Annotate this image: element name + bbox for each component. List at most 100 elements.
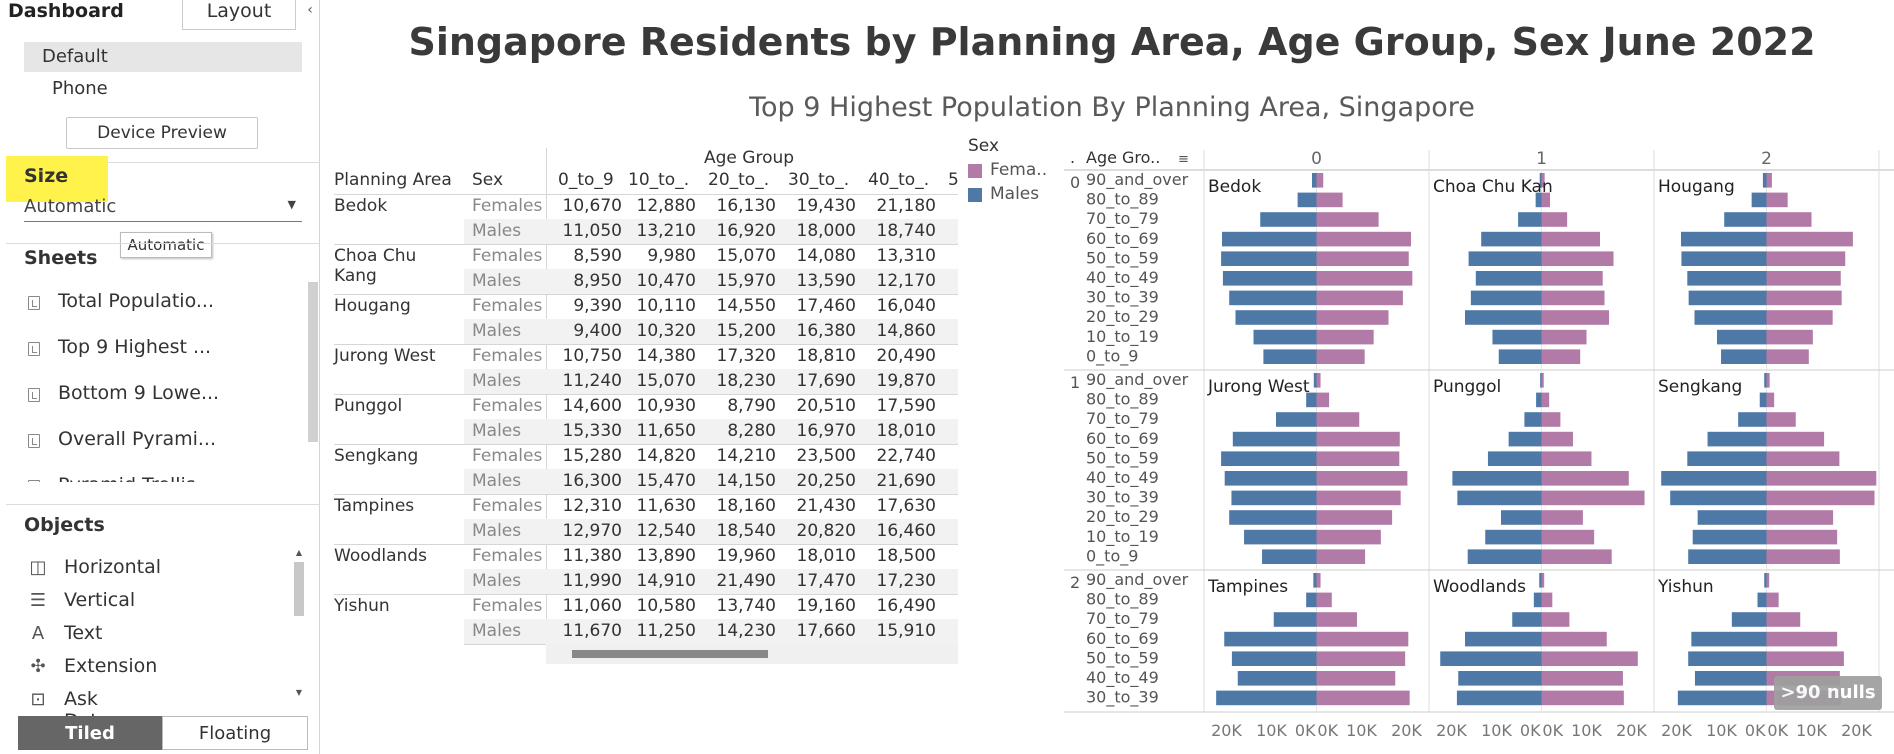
- male-bar: [1751, 192, 1767, 208]
- female-bar: [1541, 529, 1595, 545]
- female-bar: [1541, 271, 1603, 286]
- female-bar: [1766, 349, 1809, 364]
- sheets-scrollbar[interactable]: [308, 282, 318, 442]
- scroll-down-icon[interactable]: ▼: [295, 688, 303, 697]
- sex-label: Males: [472, 321, 522, 341]
- male-bar: [1237, 671, 1317, 686]
- female-bar: [1766, 631, 1838, 647]
- age-category-label: 30_to_39: [1086, 288, 1159, 308]
- male-bar: [1312, 173, 1317, 188]
- age-category-label: 40_to_49: [1086, 268, 1159, 288]
- objects-scrollbar[interactable]: ▲ ▼: [294, 548, 304, 698]
- female-bar: [1541, 173, 1545, 188]
- row-band: [464, 269, 958, 294]
- female-bar: [1766, 251, 1846, 266]
- row-band: [464, 369, 958, 394]
- female-bar: [1766, 529, 1838, 545]
- tiled-toggle[interactable]: Tiled: [18, 716, 162, 750]
- male-bar: [1475, 271, 1542, 286]
- female-bar: [1316, 490, 1401, 506]
- row-index-label: 1: [1070, 373, 1080, 392]
- worksheet-icon: [28, 296, 40, 310]
- x-tick-label: 20K: [1661, 721, 1692, 740]
- sex-label: Males: [472, 571, 522, 591]
- male-bar: [1681, 231, 1767, 247]
- cell-value: 20,490: [876, 346, 936, 366]
- male-bar: [1465, 310, 1542, 325]
- scrollbar-thumb[interactable]: [294, 562, 304, 616]
- cell-value: 10,750: [562, 346, 622, 366]
- female-bar: [1316, 212, 1379, 227]
- male-bar: [1222, 231, 1317, 247]
- cell-value: 8,280: [727, 421, 776, 441]
- legend-item-males[interactable]: Males: [968, 184, 1064, 208]
- male-bar: [1457, 490, 1542, 506]
- sex-label: Males: [472, 271, 522, 291]
- device-default[interactable]: Default: [24, 42, 302, 72]
- male-bar: [1731, 612, 1767, 627]
- male-bar: [1235, 310, 1317, 325]
- age-category-label: 30_to_39: [1086, 488, 1159, 508]
- scroll-up-icon[interactable]: ▲: [295, 548, 303, 557]
- horizontal-icon: ◫: [29, 557, 47, 578]
- female-bar: [1541, 251, 1614, 266]
- male-bar: [1262, 549, 1317, 564]
- age-category-label: 50_to_59: [1086, 248, 1159, 268]
- age-category-label: 40_to_49: [1086, 468, 1159, 488]
- crosstab-horizontal-scrollbar[interactable]: [546, 644, 958, 664]
- cell-value: 18,740: [876, 221, 936, 241]
- cell-value: 12,540: [636, 521, 696, 541]
- x-tick-label: 10K: [1256, 721, 1287, 740]
- cell-value: 21,690: [876, 471, 936, 491]
- cell-value: 11,060: [562, 596, 622, 616]
- male-bar: [1221, 451, 1317, 466]
- collapse-panel-icon[interactable]: ‹: [307, 2, 313, 18]
- female-bar: [1541, 471, 1629, 486]
- age-category-label: 80_to_89: [1086, 590, 1159, 610]
- planning-area-label: Bedok: [334, 196, 388, 216]
- tab-layout[interactable]: Layout: [182, 0, 296, 30]
- cell-value: 21,430: [796, 496, 856, 516]
- scrollbar-thumb[interactable]: [308, 282, 318, 442]
- tab-dashboard[interactable]: Dashboard: [8, 0, 124, 22]
- age-category-label: 60_to_69: [1086, 429, 1159, 449]
- cell-value: 12,970: [562, 521, 622, 541]
- cell-value: 15,330: [562, 421, 622, 441]
- row-divider: [334, 544, 958, 545]
- female-bar: [1541, 612, 1570, 627]
- male-bar: [1717, 329, 1767, 345]
- floating-toggle[interactable]: Floating: [162, 716, 308, 750]
- cell-value: 11,380: [562, 546, 622, 566]
- column-header: 5: [948, 170, 959, 190]
- panel-title: Choa Chu Kan: [1433, 177, 1553, 197]
- female-bar: [1766, 490, 1875, 506]
- x-tick-label: 20K: [1436, 721, 1467, 740]
- legend-item-females[interactable]: Fema..: [968, 160, 1064, 184]
- size-dropdown[interactable]: Automatic ▼: [24, 196, 302, 222]
- cell-value: 14,380: [636, 346, 696, 366]
- panel-title: Tampines: [1207, 577, 1288, 597]
- row-band: [464, 219, 958, 244]
- male-bar: [1762, 173, 1767, 188]
- male-bar: [1661, 471, 1767, 486]
- device-phone[interactable]: Phone: [52, 78, 108, 99]
- female-bar: [1766, 592, 1779, 608]
- worksheet-icon: [28, 480, 40, 482]
- sex-label: Females: [472, 246, 543, 266]
- female-bar: [1316, 271, 1413, 286]
- cell-value: 18,000: [796, 221, 856, 241]
- planning-area-header: Planning Area: [334, 170, 452, 190]
- device-preview-button[interactable]: Device Preview: [66, 117, 258, 149]
- cell-value: 12,880: [636, 196, 696, 216]
- female-bar: [1541, 510, 1583, 525]
- male-bar: [1456, 690, 1542, 706]
- female-bar: [1766, 549, 1840, 564]
- sex-label: Females: [472, 546, 543, 566]
- sex-label: Females: [472, 296, 543, 316]
- scrollbar-thumb[interactable]: [572, 650, 768, 658]
- row-band: [464, 319, 958, 344]
- nulls-indicator[interactable]: >90 nulls: [1774, 676, 1882, 710]
- female-bar: [1316, 690, 1410, 706]
- female-bar: [1766, 651, 1844, 666]
- panel-title: Jurong West: [1207, 377, 1310, 397]
